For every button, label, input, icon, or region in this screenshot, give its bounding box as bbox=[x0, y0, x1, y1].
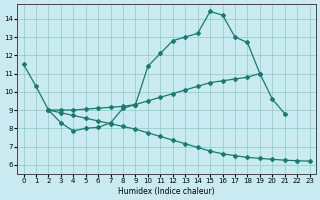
X-axis label: Humidex (Indice chaleur): Humidex (Indice chaleur) bbox=[118, 187, 215, 196]
